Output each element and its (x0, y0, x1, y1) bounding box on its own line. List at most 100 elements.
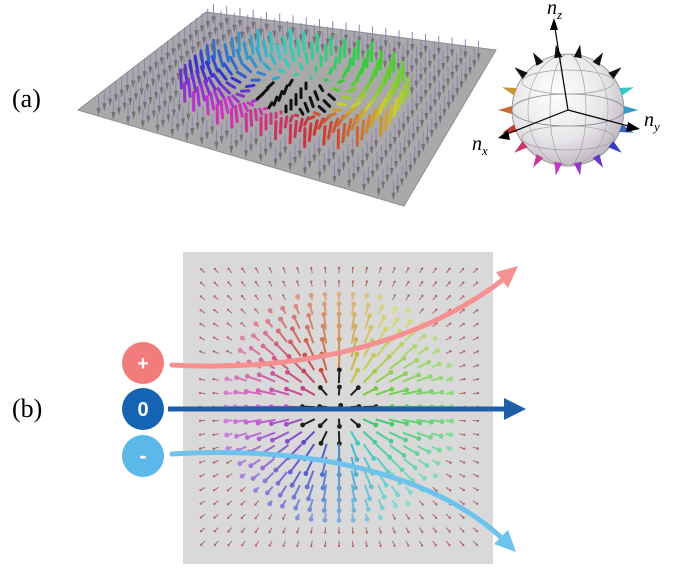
skyrmion-spin-cone (225, 81, 237, 90)
plane-spin-cone (155, 124, 160, 133)
skyrmion-spin-cone (322, 125, 327, 146)
skyrmion-spin-cone (298, 62, 304, 71)
spin-arrow-tip (365, 266, 369, 270)
skyrmion-spin-cone (312, 119, 319, 136)
skyrmion-spin-cone (310, 41, 314, 60)
spin-arrow-tip (367, 313, 372, 319)
skyrmion-spin-cone (205, 95, 210, 116)
spin-arrow-tip (268, 267, 271, 270)
plane-spin-cone (451, 95, 456, 104)
spin-arrow-tip (336, 518, 342, 523)
plane-spin-cone (428, 83, 433, 92)
sphere-spin-cone (502, 87, 517, 96)
spin-arrow-tip (378, 515, 383, 521)
plane-spin-cone (331, 152, 336, 161)
skyrmion-spin-cone (336, 102, 347, 107)
spin-arrow-tip (379, 280, 382, 283)
positive-charge-symbol: + (137, 353, 149, 375)
spin-arrow-tip (338, 402, 344, 408)
spin-arrow-tip (377, 294, 383, 300)
spin-arrow-tip (476, 447, 480, 450)
skyrmion-spin-cone (179, 68, 183, 90)
sphere-spin-cone (608, 141, 622, 153)
spin-arrow-tip (403, 437, 409, 443)
plane-spin-cone (341, 162, 346, 171)
plane-spin-cone (326, 158, 331, 167)
spin-arrow-tip (243, 388, 249, 394)
plane-spin-cone (366, 177, 371, 186)
sphere-latitude-upper (521, 69, 615, 95)
spin-arrow-tip (446, 363, 452, 369)
spin-arrow-tip (352, 323, 358, 329)
spin-arrow-tip (412, 465, 418, 471)
skyrmion-spin-cone (328, 67, 334, 76)
plane-spin-cone (347, 179, 352, 188)
plane-spin-cone (165, 52, 170, 61)
spin-arrow-tip (421, 516, 424, 520)
spin-arrow-tip (405, 501, 411, 507)
spin-arrow-tip (320, 485, 326, 491)
spin-arrow (305, 339, 315, 358)
spin-arrow-tip (284, 386, 289, 392)
plane-spin-cone (162, 69, 167, 78)
spin-arrow-tip (463, 433, 466, 437)
spin-arrow-tip (212, 391, 215, 395)
spin-arrow-tip (448, 432, 454, 438)
spin-arrow-tip (476, 419, 480, 423)
sphere-spin-cone (498, 106, 512, 114)
skyrmion-spin-cone (383, 90, 392, 108)
skyrmion-spin-cone (235, 48, 244, 66)
spin-arrow-tip (240, 294, 244, 298)
plane-spin-cone (122, 102, 127, 111)
plane-spin-cone (376, 188, 381, 197)
spin-arrow-tip (439, 389, 445, 395)
spin-arrow-tip (199, 350, 202, 353)
spin-arrow-tip (273, 341, 279, 347)
spin-arrow-tip (278, 316, 283, 322)
spin-arrow-tip (267, 308, 273, 313)
spin-arrow-tip (439, 419, 445, 425)
sphere-spin-cone (502, 124, 517, 133)
spin-arrow-tip (226, 461, 229, 464)
plane-spin-cone (322, 165, 327, 174)
spin-arrow-tip (448, 516, 452, 520)
plane-spin-cone (325, 38, 330, 47)
plane-spin-cone (245, 26, 250, 35)
spin-arrow (286, 418, 303, 426)
plane-spin-cone (240, 31, 245, 40)
spin-arrow-tip (368, 484, 374, 490)
skyrmion-spin-cone (307, 122, 313, 142)
spin-arrow-tip (420, 267, 424, 270)
spin-arrow-tip (435, 489, 438, 492)
skyrmion-spin-cone (223, 43, 230, 63)
plane-spin-cone (370, 170, 375, 179)
skyrmion-spin-cone (235, 92, 246, 98)
plane-spin-cone (432, 99, 437, 108)
spin-arrow-tip (223, 390, 229, 396)
plane-spin-cone (418, 52, 423, 61)
spin-arrow-tip (432, 335, 438, 341)
plane-spin-cone (432, 76, 437, 85)
plane-spin-cone (416, 150, 421, 159)
spin-arrow-tip (282, 294, 285, 297)
plane-spin-cone (385, 174, 390, 183)
spin-arrow-tip (412, 343, 418, 349)
spin-arrow (388, 418, 407, 425)
spin-arrow-tip (434, 348, 440, 354)
spin-arrow-tip (323, 280, 327, 283)
spin-arrow-tip (373, 422, 379, 428)
plane-spin-cone (199, 137, 204, 146)
spin-arrow-tip (461, 543, 465, 547)
plane-spin-cone (414, 80, 419, 89)
spin-arrow (375, 443, 391, 458)
spin-arrow-tip (336, 301, 342, 307)
spin-arrow-tip (435, 460, 441, 466)
skyrmion-spin-cone (337, 79, 345, 85)
spin-arrow-tip (462, 502, 465, 506)
plane-spin-cone (278, 152, 283, 161)
spin-arrow-tip (379, 544, 382, 548)
spin-arrow-tip (289, 326, 295, 332)
spin-arrow (272, 372, 290, 383)
skyrmion-spin-cone (383, 67, 390, 86)
plane-spin-cone (312, 36, 317, 45)
